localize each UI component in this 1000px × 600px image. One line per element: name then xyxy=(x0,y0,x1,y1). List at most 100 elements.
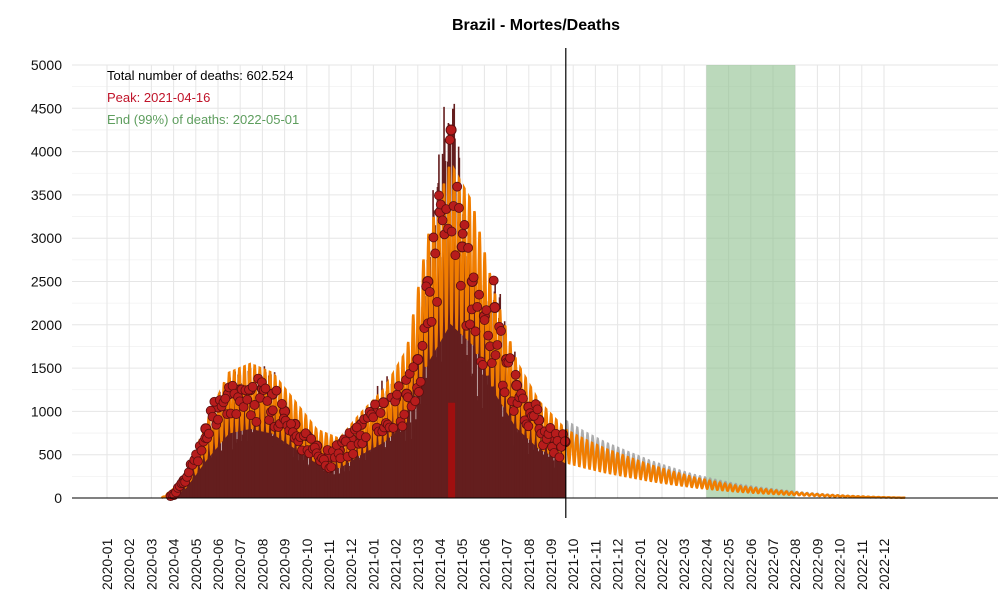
x-tick-label: 2020-11 xyxy=(321,539,337,590)
daily-marker xyxy=(428,232,439,243)
y-tick-label: 1000 xyxy=(31,403,62,419)
daily-marker xyxy=(271,385,282,396)
end-annotation: End (99%) of deaths: 2022-05-01 xyxy=(107,112,299,127)
daily-marker xyxy=(227,380,238,391)
daily-marker xyxy=(508,406,519,416)
x-tick-label: 2022-10 xyxy=(832,538,848,590)
x-tick-label: 2020-09 xyxy=(277,538,293,590)
x-tick-label: 2021-02 xyxy=(388,538,404,590)
daily-marker xyxy=(510,369,521,380)
y-tick-label: 3500 xyxy=(31,187,62,203)
daily-marker xyxy=(277,399,287,409)
daily-marker xyxy=(532,404,543,415)
end-band-rect xyxy=(706,65,796,498)
daily-marker xyxy=(306,433,317,444)
daily-marker xyxy=(260,383,271,394)
x-tick-label: 2021-01 xyxy=(365,538,381,590)
daily-marker xyxy=(483,330,494,341)
x-tick-label: 2020-06 xyxy=(210,538,226,590)
daily-marker xyxy=(444,134,455,145)
daily-marker xyxy=(245,410,256,421)
daily-marker xyxy=(213,414,223,425)
daily-marker xyxy=(450,250,461,261)
daily-marker xyxy=(499,387,510,398)
daily-marker xyxy=(370,399,380,410)
x-tick-label: 2022-09 xyxy=(809,538,825,590)
daily-marker xyxy=(554,452,565,463)
x-tick-label: 2021-06 xyxy=(476,538,492,590)
x-tick-label: 2021-08 xyxy=(521,538,537,590)
daily-marker xyxy=(486,358,497,368)
model-projection-curve xyxy=(564,428,906,499)
x-tick-label: 2020-07 xyxy=(232,538,248,590)
daily-marker xyxy=(474,289,484,300)
daily-marker xyxy=(454,203,464,213)
daily-marker xyxy=(249,400,260,410)
x-tick-label: 2022-01 xyxy=(632,538,648,590)
daily-marker xyxy=(437,215,448,226)
daily-marker xyxy=(196,445,207,456)
daily-marker xyxy=(432,296,443,307)
data-point xyxy=(511,379,523,391)
daily-marker xyxy=(492,340,503,350)
daily-marker xyxy=(397,421,408,432)
daily-marker xyxy=(481,305,492,316)
daily-marker xyxy=(470,326,481,337)
x-tick-label: 2020-03 xyxy=(143,538,159,590)
x-tick-label: 2022-02 xyxy=(654,538,670,590)
x-tick-label: 2020-04 xyxy=(166,538,182,590)
daily-marker xyxy=(348,449,359,459)
daily-marker xyxy=(446,226,457,237)
y-tick-label: 4000 xyxy=(31,144,62,160)
x-tick-label: 2021-05 xyxy=(454,538,470,590)
daily-marker xyxy=(468,272,479,283)
x-tick-label: 2022-06 xyxy=(743,538,759,590)
x-tick-labels: 2020-01 2020-02 2020-03 2020-04 2020-05 2020-… xyxy=(99,538,892,590)
daily-marker xyxy=(496,326,506,336)
daily-marker xyxy=(231,409,242,419)
x-tick-label: 2022-04 xyxy=(698,538,714,590)
peak-annotation: Peak: 2021-04-16 xyxy=(107,90,210,105)
daily-marker xyxy=(262,396,273,406)
x-tick-label: 2022-11 xyxy=(854,539,870,590)
x-tick-label: 2022-03 xyxy=(676,538,692,590)
x-tick-label: 2021-12 xyxy=(610,538,626,590)
x-tick-label: 2020-01 xyxy=(99,538,115,590)
daily-marker xyxy=(452,181,463,192)
daily-marker xyxy=(459,220,470,230)
x-tick-label: 2021-09 xyxy=(543,538,559,590)
y-tick-label: 5000 xyxy=(31,57,62,73)
x-tick-label: 2021-07 xyxy=(499,538,515,590)
x-tick-label: 2022-08 xyxy=(787,538,803,590)
daily-marker xyxy=(203,428,214,439)
data-point xyxy=(489,301,501,313)
x-tick-label: 2021-03 xyxy=(410,538,426,590)
daily-marker xyxy=(477,360,488,370)
axes xyxy=(72,48,998,518)
x-tick-label: 2022-12 xyxy=(876,538,892,590)
daily-marker xyxy=(375,408,386,418)
daily-marker xyxy=(523,421,534,432)
daily-marker xyxy=(413,387,424,397)
x-tick-label: 2022-05 xyxy=(721,538,737,590)
x-tick-label: 2021-04 xyxy=(432,538,448,590)
daily-marker xyxy=(286,419,296,429)
daily-marker xyxy=(247,381,258,392)
daily-marker xyxy=(351,422,362,433)
x-tick-label: 2021-11 xyxy=(587,539,603,590)
x-tick-label: 2020-10 xyxy=(299,538,315,590)
daily-marker xyxy=(457,228,468,239)
y-tick-label: 0 xyxy=(54,490,62,506)
daily-marker xyxy=(326,462,337,472)
chart-title: Brazil - Mortes/Deaths xyxy=(452,17,620,34)
total-deaths-annotation: Total number of deaths: 602.524 xyxy=(107,68,293,83)
daily-marker xyxy=(360,432,371,443)
y-tick-label: 2500 xyxy=(31,274,62,290)
data-point xyxy=(412,353,424,365)
daily-marker xyxy=(488,275,499,286)
daily-marker xyxy=(415,376,426,387)
daily-points xyxy=(165,124,571,502)
daily-marker xyxy=(368,412,379,423)
daily-marker xyxy=(505,353,516,364)
